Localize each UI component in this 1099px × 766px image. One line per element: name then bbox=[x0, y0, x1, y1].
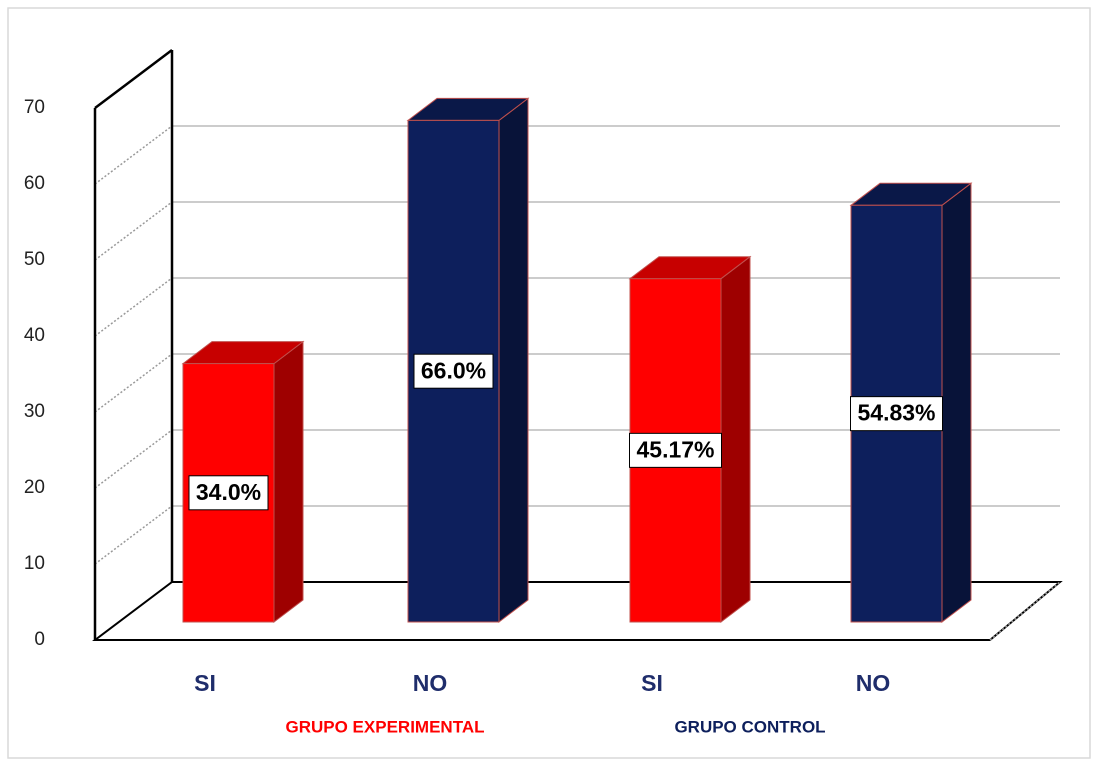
group-label: GRUPO CONTROL bbox=[674, 717, 825, 736]
bar-side bbox=[498, 97, 529, 624]
floor-edge bbox=[989, 581, 1061, 641]
side-grid-line bbox=[94, 505, 173, 565]
x-tick-label: NO bbox=[856, 670, 891, 696]
y-tick-label: 60 bbox=[24, 173, 45, 194]
y-tick-label: 50 bbox=[24, 249, 45, 270]
value-label-box bbox=[413, 353, 494, 389]
y-tick-label: 40 bbox=[24, 325, 45, 346]
value-label: 34.0% bbox=[196, 479, 261, 505]
value-label-box bbox=[188, 475, 269, 511]
y-tick-label: 20 bbox=[24, 477, 45, 498]
side-grid-line bbox=[94, 201, 173, 261]
value-label-box bbox=[629, 432, 722, 468]
wall-top bbox=[94, 49, 173, 109]
value-label: 54.83% bbox=[857, 400, 935, 426]
bar-side bbox=[720, 255, 751, 624]
bar-side bbox=[941, 182, 972, 624]
x-tick-label: SI bbox=[194, 670, 216, 696]
y-tick-label: 10 bbox=[24, 553, 45, 574]
group-label: GRUPO EXPERIMENTAL bbox=[286, 717, 485, 736]
side-grid-line bbox=[94, 277, 173, 337]
y-tick-label: 30 bbox=[24, 401, 45, 422]
value-label: 66.0% bbox=[421, 357, 486, 383]
y-tick-label: 70 bbox=[24, 97, 45, 118]
side-grid-line bbox=[94, 429, 173, 489]
x-tick-label: SI bbox=[641, 670, 663, 696]
side-grid-line bbox=[94, 125, 173, 185]
y-tick-label: 0 bbox=[34, 629, 45, 650]
bar-side bbox=[273, 340, 304, 624]
x-tick-label: NO bbox=[413, 670, 448, 696]
side-grid-line bbox=[94, 353, 173, 413]
value-label: 45.17% bbox=[636, 436, 714, 462]
floor bbox=[92, 581, 1063, 641]
value-label-box bbox=[850, 396, 943, 432]
back-wall bbox=[172, 50, 1060, 582]
